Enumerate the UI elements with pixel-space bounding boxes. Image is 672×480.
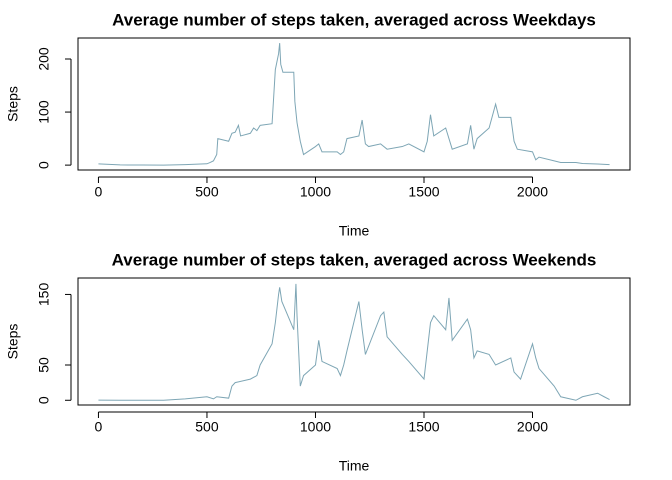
series-line [98, 43, 610, 166]
x-tick-label: 2000 [517, 419, 548, 435]
x-tick-label: 1000 [300, 184, 331, 200]
y-tick-label: 0 [36, 396, 52, 404]
y-axis-label: Steps [5, 324, 21, 360]
y-axis-label: Steps [5, 86, 21, 122]
x-axis-label: Time [339, 458, 370, 474]
series-line [98, 283, 610, 401]
plot-frame [77, 277, 631, 406]
y-tick-label: 0 [36, 161, 52, 169]
x-tick-label: 1500 [408, 419, 439, 435]
y-tick-label: 50 [36, 357, 52, 373]
plot-frame [77, 37, 631, 171]
x-tick-label: 500 [195, 419, 219, 435]
x-tick-label: 1000 [300, 419, 331, 435]
chart-title: Average number of steps taken, averaged … [112, 250, 597, 269]
x-tick-label: 1500 [408, 184, 439, 200]
x-tick-label: 0 [95, 184, 103, 200]
y-tick-label: 100 [36, 100, 52, 124]
y-tick-label: 150 [36, 283, 52, 307]
x-tick-label: 0 [95, 419, 103, 435]
y-tick-label: 200 [36, 47, 52, 71]
chart-title: Average number of steps taken, averaged … [112, 10, 596, 29]
x-tick-label: 500 [195, 184, 219, 200]
x-axis-label: Time [339, 223, 370, 239]
x-tick-label: 2000 [517, 184, 548, 200]
